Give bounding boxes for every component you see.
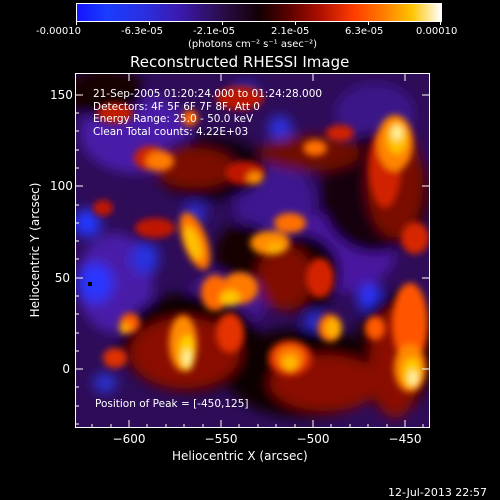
colorbar-tick-label: 0.00010 <box>416 26 458 37</box>
colorbar-tick-label: -0.00010 <box>36 26 81 37</box>
peak-position-label: Position of Peak = [-450,125] <box>95 398 249 410</box>
info-line-detectors: Detectors: 4F 5F 6F 7F 8F, Att 0 <box>93 100 260 113</box>
colorbar-tick-label: 6.3e-05 <box>345 26 384 37</box>
observation-info: 21-Sep-2005 01:20:24.000 to 01:24:28.000… <box>93 88 322 138</box>
x-tick-label: −600 <box>112 432 146 446</box>
info-line-energy-range: Energy Range: 25.0 - 50.0 keV <box>93 113 254 125</box>
info-line-time-range: 21-Sep-2005 01:20:24.000 to 01:24:28.000 <box>93 88 323 100</box>
y-axis-label: Heliocentric Y (arcsec) <box>28 182 42 318</box>
y-tick-label: 100 <box>50 179 73 193</box>
x-tick-label: −450 <box>388 432 422 446</box>
x-axis-label: Heliocentric X (arcsec) <box>172 449 308 463</box>
colorbar-tick-label: 2.1e-05 <box>271 26 310 37</box>
reconstructed-image <box>75 73 430 428</box>
info-line-clean-counts: Clean Total counts: 4.22E+03 <box>93 125 249 138</box>
colorbar-tick-marks <box>76 21 442 25</box>
x-tick-label: −500 <box>296 432 330 446</box>
x-tick-label: −550 <box>204 432 238 446</box>
y-tick-label: 0 <box>62 362 70 376</box>
colorbar-tick-label: -6.3e-05 <box>121 26 163 37</box>
generated-timestamp: 12-Jul-2013 22:57 <box>388 486 488 499</box>
colorbar <box>76 3 442 22</box>
plot-title: Reconstructed RHESSI Image <box>130 53 350 71</box>
colorbar-units-label: (photons cm⁻² s⁻¹ asec⁻²) <box>188 39 318 50</box>
y-tick-label: 150 <box>50 88 73 102</box>
colorbar-tick-label: -2.1e-05 <box>193 26 235 37</box>
y-tick-label: 50 <box>54 271 70 285</box>
